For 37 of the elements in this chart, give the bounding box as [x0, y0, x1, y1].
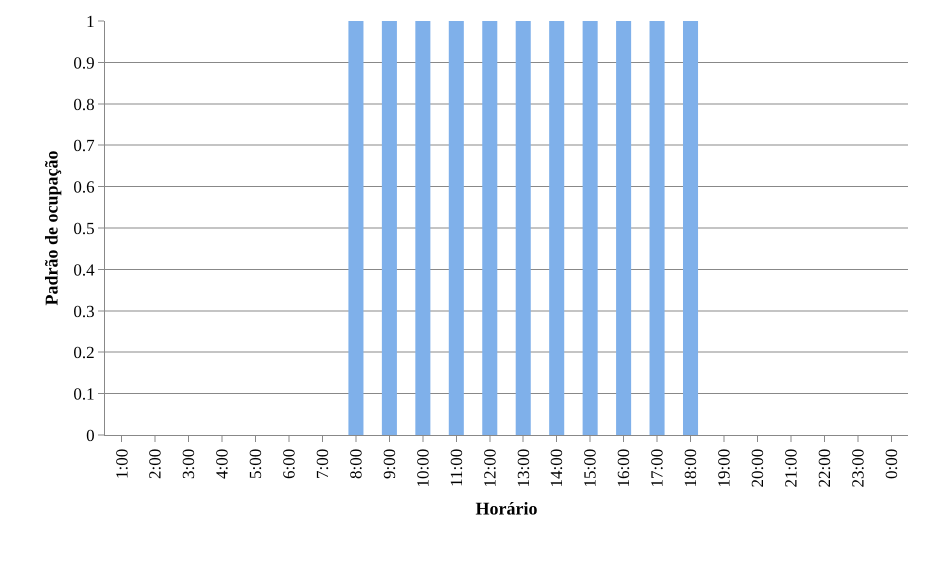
y-axis-title: Padrão de ocupação	[42, 150, 62, 306]
x-tick-label: 0:00	[882, 448, 901, 480]
y-tick-label: 0.1	[73, 384, 95, 404]
x-tick-label: 1:00	[112, 448, 132, 480]
x-tick-label: 6:00	[280, 448, 299, 480]
x-tick-label: 16:00	[614, 448, 634, 488]
x-tick-label: 3:00	[179, 448, 198, 480]
y-tick-label: 0.9	[73, 53, 95, 72]
y-tick-label: 0.4	[73, 260, 96, 280]
y-tick-label: 1	[86, 12, 95, 31]
y-tick-label: 0	[86, 426, 95, 445]
y-tick-label: 0.5	[73, 218, 95, 238]
x-tick-label: 7:00	[313, 448, 332, 480]
x-tick-label: 13:00	[514, 448, 533, 488]
x-tick-label: 20:00	[748, 448, 767, 488]
x-tick-label: 5:00	[246, 448, 266, 480]
x-tick-label: 10:00	[413, 448, 432, 488]
x-tick-label: 18:00	[681, 448, 700, 488]
x-tick-label: 14:00	[547, 448, 566, 488]
x-tick-label: 21:00	[781, 448, 800, 488]
x-tick-label: 19:00	[714, 448, 734, 488]
x-tick-label: 2:00	[146, 448, 165, 480]
y-tick-label: 0.8	[73, 94, 95, 114]
x-tick-label: 8:00	[346, 448, 366, 480]
x-tick-label: 9:00	[380, 448, 399, 480]
x-tick-label: 4:00	[212, 448, 232, 480]
x-tick-label: 12:00	[480, 448, 500, 488]
x-tick-label: 15:00	[580, 448, 600, 488]
y-tick-label: 0.6	[73, 178, 95, 197]
x-tick-label: 22:00	[814, 448, 834, 488]
y-tick-label: 0.3	[73, 302, 95, 321]
x-axis-title: Horário	[476, 498, 538, 519]
x-tick-label: 17:00	[648, 448, 667, 488]
x-tick-label: 23:00	[848, 448, 868, 488]
x-tick-label: 11:00	[446, 448, 466, 487]
y-tick-label: 0.7	[73, 136, 96, 156]
y-tick-label: 0.2	[73, 343, 95, 362]
